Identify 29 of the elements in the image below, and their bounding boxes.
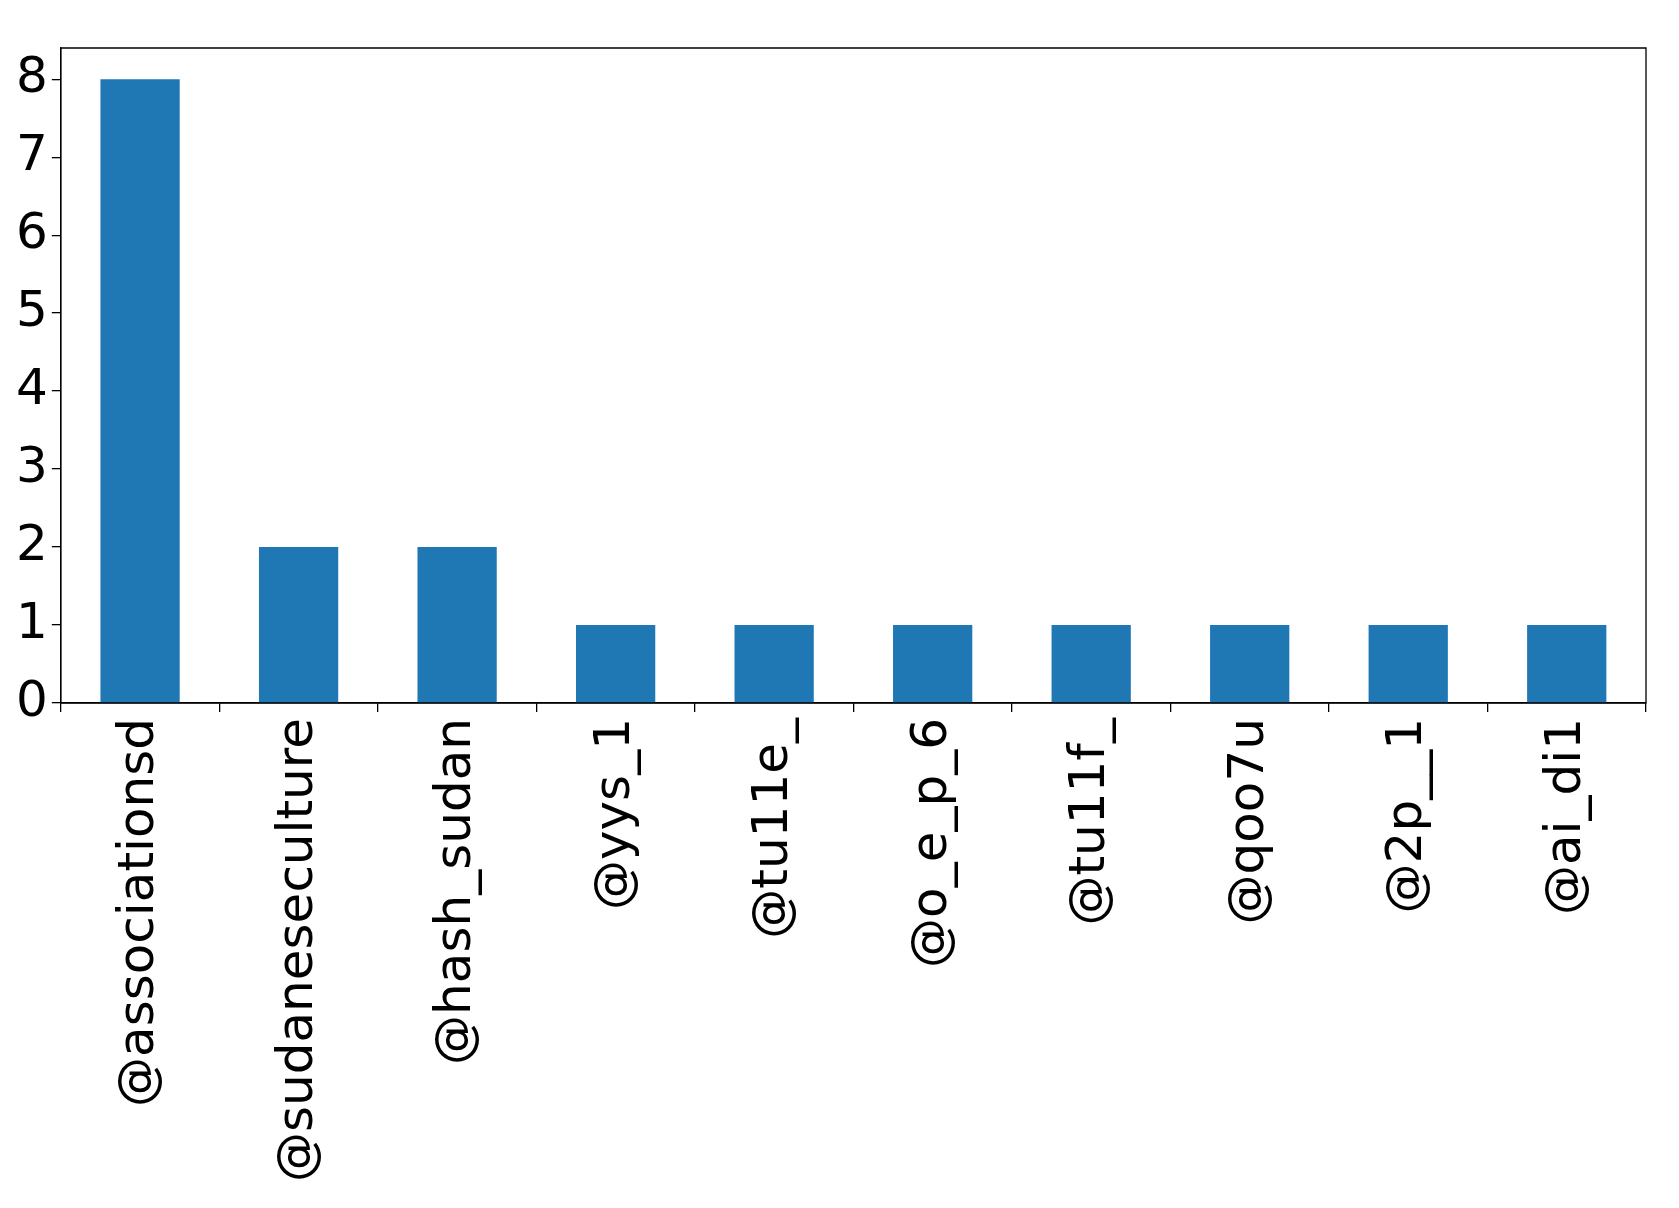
y-tick-label: 4 [16,358,48,417]
y-tick-label: 2 [16,514,48,573]
y-tick-label: 8 [16,46,48,105]
bar [1210,625,1290,703]
y-tick-label: 1 [16,592,48,651]
bar [100,79,180,703]
x-tick-label: @associationsd [107,718,166,1107]
bar [576,625,656,703]
x-tick-label: @qoo7u [1216,718,1275,925]
y-tick-label: 5 [16,280,48,339]
bar [1368,625,1448,703]
x-tick-label: @yys_1 [582,718,641,911]
x-tick-label: @ai_di1 [1533,718,1592,916]
bar [734,625,814,703]
y-tick-label: 6 [16,202,48,261]
bar [417,547,497,703]
x-tick-label: @o_e_p_6 [899,718,958,968]
bar [258,547,339,703]
x-tick-label: @hash_sudan [424,718,483,1065]
bar [1051,625,1131,703]
y-tick-label: 0 [16,670,48,729]
x-tick-label: @tu11e_ [741,717,800,939]
bar [893,625,973,703]
x-tick-label: @2p__1 [1375,718,1434,914]
y-tick-label: 7 [16,124,48,183]
x-tick-label: @tu11f_ [1058,717,1117,926]
y-tick-label: 3 [16,436,48,495]
x-tick-label: @sudaneseculture [265,718,324,1182]
bar [1527,625,1607,703]
